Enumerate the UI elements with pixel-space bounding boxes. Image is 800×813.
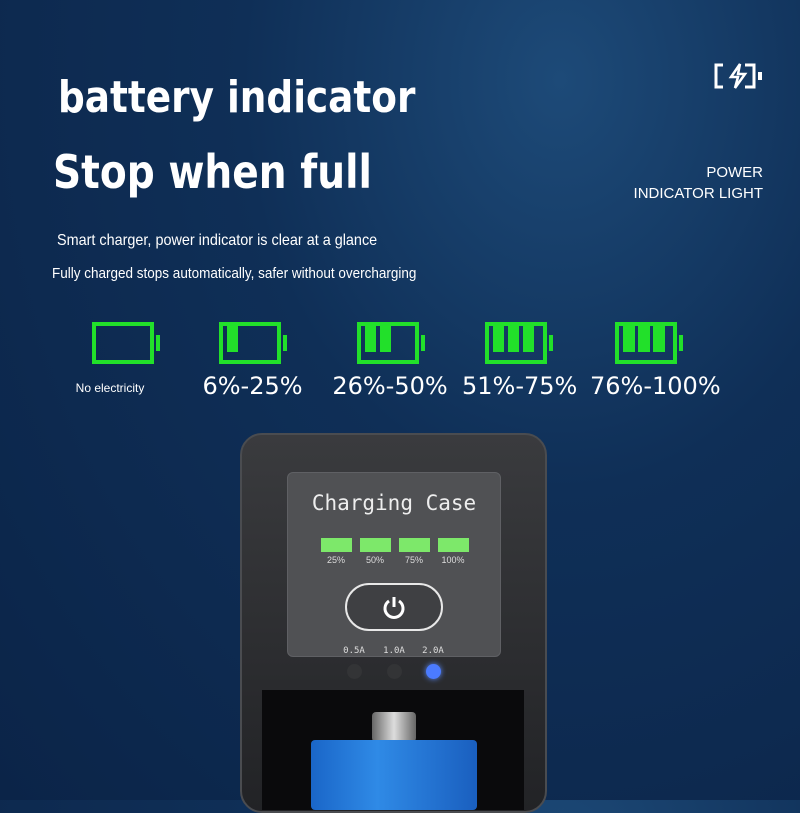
power-icon (383, 597, 405, 619)
led-label: 100% (441, 555, 465, 565)
battery-bar (508, 326, 519, 352)
current-label: 1.0A (383, 646, 405, 656)
led-100 (438, 538, 469, 552)
battery-terminal (372, 712, 416, 742)
power-label-line: POWER (706, 164, 763, 181)
subheading: Stop when full (53, 145, 372, 199)
battery-charging-icon (714, 63, 762, 89)
power-indicator-label: POWER INDICATOR LIGHT (634, 162, 763, 204)
battery-bar (493, 326, 504, 352)
led-label: 75% (404, 555, 423, 565)
power-button[interactable] (345, 583, 443, 631)
battery-level-label: No electricity (75, 381, 145, 395)
description-line: Smart charger, power indicator is clear … (57, 232, 378, 249)
current-indicator-0.5a (347, 664, 362, 679)
battery-level-label: 6%-25% (202, 372, 303, 400)
battery-level-label: 76%-100% (590, 372, 721, 400)
battery-bar (523, 326, 534, 352)
battery-bar (653, 326, 665, 352)
led-label: 50% (365, 555, 384, 565)
battery-level-icon (615, 322, 685, 364)
led-25 (321, 538, 352, 552)
current-label: 2.0A (422, 646, 444, 656)
current-label: 0.5A (343, 646, 365, 656)
battery-level-icon (357, 322, 427, 364)
battery-bar (227, 326, 238, 352)
battery-level-icon (485, 322, 555, 364)
led-50 (360, 538, 391, 552)
battery-bar (380, 326, 391, 352)
current-indicator-1.0a (387, 664, 402, 679)
battery-bar (365, 326, 376, 352)
battery-level-icon (92, 322, 162, 364)
device-title: Charging Case (311, 491, 477, 515)
battery-level-label: 26%-50% (332, 372, 448, 400)
heading: battery indicator (58, 72, 416, 123)
description-line: Fully charged stops automatically, safer… (52, 265, 417, 282)
led-75 (399, 538, 430, 552)
current-indicator-2.0a (426, 664, 441, 679)
indicator-panel: Charging Case 25% 50% 75% 100% 0.5A 1.0A… (287, 472, 501, 679)
battery-cell (311, 740, 477, 810)
power-label-line: INDICATOR LIGHT (633, 185, 763, 202)
battery-bar (638, 326, 650, 352)
battery-level-label: 51%-75% (462, 372, 578, 400)
battery-bar (623, 326, 635, 352)
battery-level-icon (219, 322, 289, 364)
led-label: 25% (326, 555, 345, 565)
